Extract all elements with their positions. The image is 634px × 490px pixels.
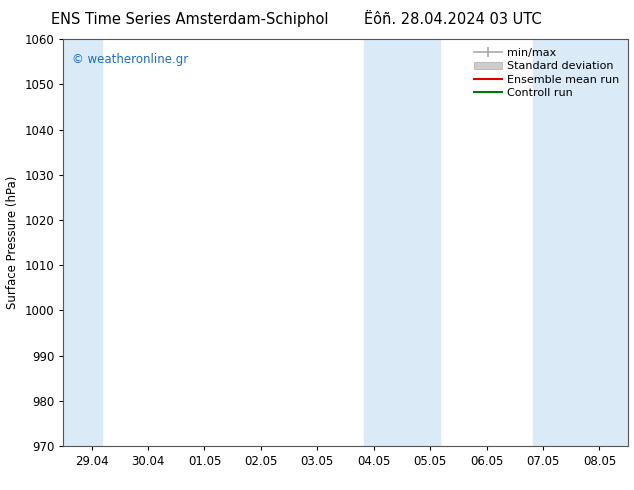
Text: ENS Time Series Amsterdam-Schiphol: ENS Time Series Amsterdam-Schiphol	[51, 12, 329, 27]
Bar	[63, 39, 102, 446]
Text: © weatheronline.gr: © weatheronline.gr	[72, 53, 188, 67]
Bar	[533, 39, 628, 446]
Legend: min/max, Standard deviation, Ensemble mean run, Controll run: min/max, Standard deviation, Ensemble me…	[471, 45, 622, 101]
Y-axis label: Surface Pressure (hPa): Surface Pressure (hPa)	[6, 176, 19, 309]
Text: Ëôñ. 28.04.2024 03 UTC: Ëôñ. 28.04.2024 03 UTC	[365, 12, 542, 27]
Bar	[363, 39, 441, 446]
